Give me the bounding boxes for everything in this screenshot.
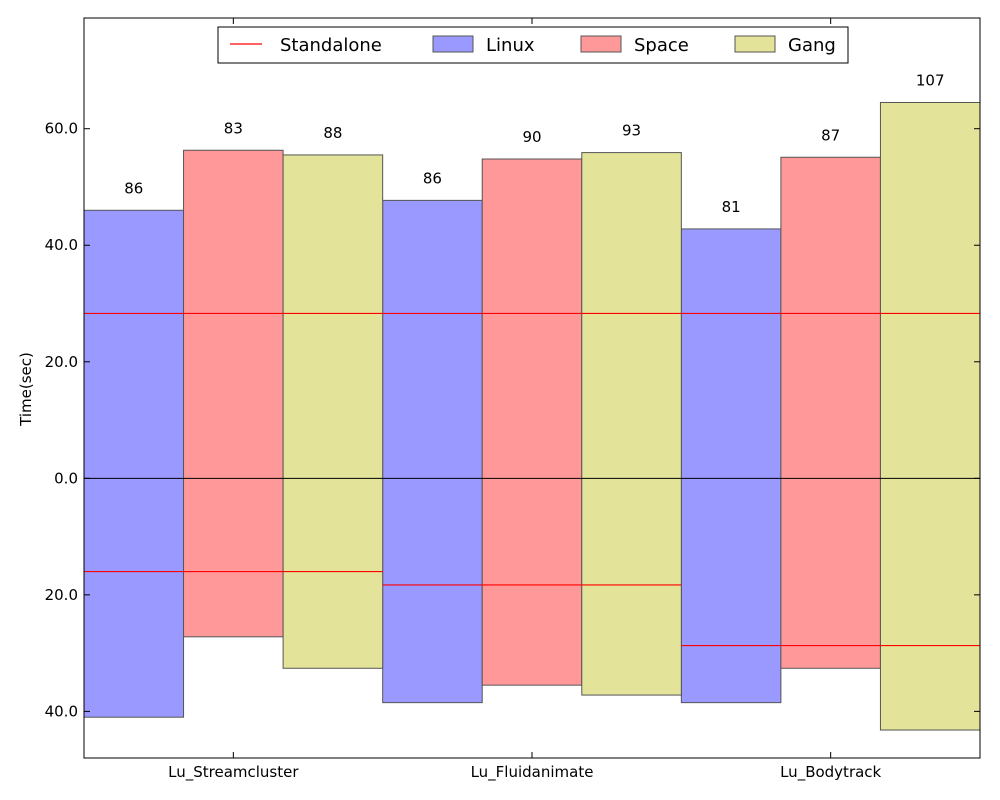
bar-linux-2	[382, 199, 483, 704]
y-tick-label: 40.0	[45, 236, 78, 254]
plot-frame	[83, 17, 981, 759]
legend: Standalone Linux Space Gang	[217, 26, 849, 64]
bars	[83, 101, 981, 731]
bar-gang-2	[581, 152, 682, 696]
x-tick-label: Lu_Streamcluster	[168, 763, 299, 782]
ticks	[84, 18, 980, 758]
legend-linux-label: Linux	[486, 35, 535, 56]
x-tick-label: Lu_Fluidanimate	[471, 763, 594, 782]
x-tick-labels: Lu_Streamcluster Lu_Fluidanimate Lu_Bodytr…	[168, 763, 881, 782]
y-tick-labels: 60.0 40.0 20.0 0.0 20.0 40.0	[45, 120, 78, 721]
legend-standalone-label: Standalone	[280, 35, 382, 56]
data-label-linux-1: 86	[124, 179, 143, 197]
legend-gang-label: Gang	[788, 35, 836, 56]
data-label-space-3: 87	[821, 126, 840, 144]
data-labels: 86 86 81 83 90 87 88 93 107	[124, 71, 944, 215]
data-label-linux-2: 86	[423, 169, 442, 187]
bar-space-2	[481, 158, 583, 686]
standalone-lines	[84, 312, 980, 647]
legend-gang-swatch	[734, 35, 776, 53]
y-tick-label: 60.0	[45, 120, 78, 138]
x-tick-label: Lu_Bodytrack	[780, 763, 881, 782]
bar-space-3	[780, 156, 881, 669]
data-label-gang-3: 107	[916, 71, 945, 89]
legend-space-label: Space	[634, 35, 689, 56]
legend-linux-swatch	[432, 35, 474, 53]
y-axis-label: Time(sec)	[17, 352, 35, 427]
data-label-space-2: 90	[522, 128, 541, 146]
bar-space-1	[183, 149, 284, 638]
bar-gang-3	[879, 101, 981, 731]
bar-linux-1	[83, 209, 185, 718]
y-tick-label: 20.0	[45, 586, 78, 604]
data-label-space-1: 83	[224, 119, 243, 137]
y-tick-label: 40.0	[45, 702, 78, 720]
y-tick-label: 20.0	[45, 353, 78, 371]
bar-linux-3	[680, 228, 782, 704]
y-tick-label: 0.0	[54, 469, 78, 487]
bar-gang-1	[282, 154, 384, 669]
data-label-gang-1: 88	[323, 124, 342, 142]
data-label-gang-2: 93	[622, 122, 641, 140]
legend-space-swatch	[580, 35, 622, 53]
data-label-linux-3: 81	[722, 198, 741, 216]
